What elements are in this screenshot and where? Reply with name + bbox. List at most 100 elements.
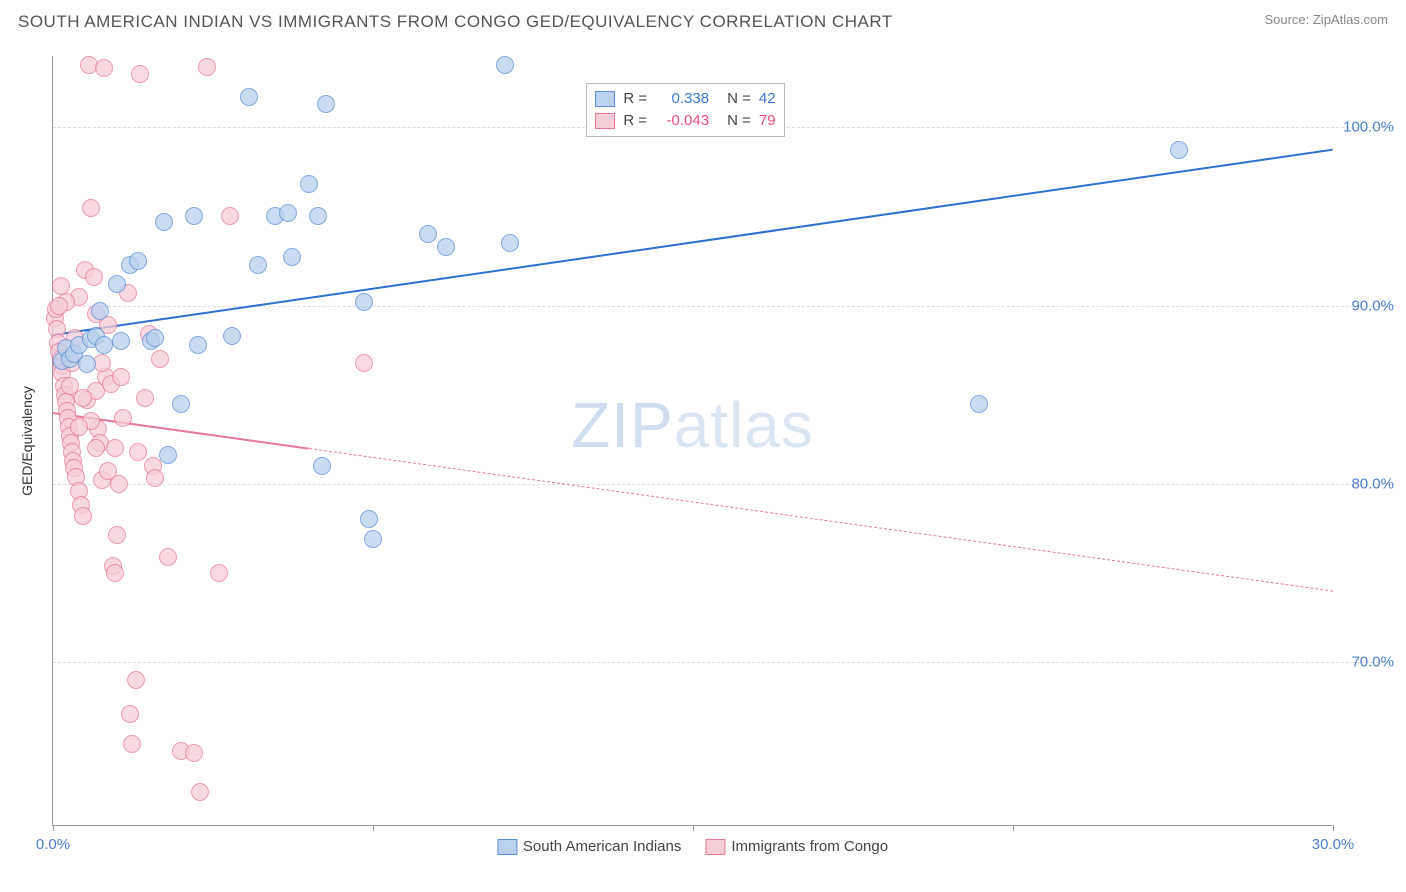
- scatter-point: [355, 293, 373, 311]
- scatter-point: [419, 225, 437, 243]
- scatter-point: [129, 443, 147, 461]
- scatter-point: [70, 418, 88, 436]
- scatter-point: [87, 439, 105, 457]
- scatter-point: [221, 207, 239, 225]
- stats-legend: R = 0.338 N = 42 R = -0.043 N = 79: [586, 83, 784, 137]
- scatter-point: [108, 275, 126, 293]
- scatter-point: [189, 336, 207, 354]
- scatter-point: [129, 252, 147, 270]
- scatter-point: [106, 564, 124, 582]
- legend-label: South American Indians: [523, 838, 681, 855]
- stats-row: R = -0.043 N = 79: [595, 110, 775, 132]
- scatter-point: [300, 175, 318, 193]
- stat-r-value: 0.338: [655, 88, 709, 110]
- gridline: [53, 484, 1394, 485]
- scatter-point: [136, 389, 154, 407]
- scatter-point: [85, 268, 103, 286]
- scatter-point: [185, 744, 203, 762]
- scatter-point: [155, 213, 173, 231]
- x-tick: [1333, 825, 1334, 831]
- gridline: [53, 662, 1394, 663]
- scatter-point: [123, 735, 141, 753]
- scatter-point: [50, 297, 68, 315]
- scatter-point: [159, 548, 177, 566]
- stat-n-label: N =: [727, 88, 751, 110]
- scatter-point: [82, 199, 100, 217]
- scatter-point: [313, 457, 331, 475]
- legend-label: Immigrants from Congo: [731, 838, 888, 855]
- y-tick-label: 70.0%: [1336, 654, 1394, 671]
- header-row: SOUTH AMERICAN INDIAN VS IMMIGRANTS FROM…: [12, 12, 1394, 36]
- scatter-point: [108, 526, 126, 544]
- scatter-point: [437, 238, 455, 256]
- stat-n-value: 42: [759, 88, 776, 110]
- plot-area: GED/Equivalency ZIPatlas 70.0%80.0%90.0%…: [52, 56, 1332, 826]
- scatter-point: [146, 329, 164, 347]
- scatter-point: [146, 469, 164, 487]
- scatter-point: [159, 446, 177, 464]
- scatter-point: [74, 507, 92, 525]
- y-axis-title: GED/Equivalency: [19, 386, 35, 496]
- stat-n-value: 79: [759, 110, 776, 132]
- scatter-point: [106, 439, 124, 457]
- stat-r-label: R =: [623, 88, 647, 110]
- scatter-point: [223, 327, 241, 345]
- legend-item-series-b: Immigrants from Congo: [705, 838, 888, 855]
- stat-r-label: R =: [623, 110, 647, 132]
- watermark: ZIPatlas: [571, 388, 814, 462]
- scatter-point: [127, 671, 145, 689]
- scatter-point: [91, 302, 109, 320]
- chart-title: SOUTH AMERICAN INDIAN VS IMMIGRANTS FROM…: [18, 12, 893, 32]
- scatter-point: [249, 256, 267, 274]
- scatter-point: [191, 783, 209, 801]
- scatter-point: [501, 234, 519, 252]
- scatter-point: [355, 354, 373, 372]
- source-label: Source: ZipAtlas.com: [1264, 12, 1388, 27]
- scatter-point: [95, 336, 113, 354]
- legend-swatch: [595, 113, 615, 129]
- y-tick-label: 90.0%: [1336, 297, 1394, 314]
- scatter-point: [61, 377, 79, 395]
- scatter-point: [210, 564, 228, 582]
- scatter-point: [309, 207, 327, 225]
- x-tick-label: 30.0%: [1312, 836, 1355, 853]
- legend-item-series-a: South American Indians: [497, 838, 681, 855]
- scatter-point: [131, 65, 149, 83]
- x-tick: [53, 825, 54, 831]
- scatter-point: [1170, 141, 1188, 159]
- scatter-point: [496, 56, 514, 74]
- x-tick: [373, 825, 374, 831]
- scatter-point: [112, 332, 130, 350]
- trend-line: [53, 149, 1333, 336]
- chart-container: SOUTH AMERICAN INDIAN VS IMMIGRANTS FROM…: [12, 12, 1394, 880]
- legend-swatch: [595, 91, 615, 107]
- x-tick: [1013, 825, 1014, 831]
- scatter-point: [112, 368, 130, 386]
- x-tick: [693, 825, 694, 831]
- scatter-point: [95, 59, 113, 77]
- scatter-point: [114, 409, 132, 427]
- scatter-point: [364, 530, 382, 548]
- bottom-legend: South American Indians Immigrants from Co…: [497, 838, 888, 855]
- scatter-point: [52, 277, 70, 295]
- stat-n-label: N =: [727, 110, 751, 132]
- trend-line: [309, 448, 1333, 592]
- scatter-point: [185, 207, 203, 225]
- y-tick-label: 100.0%: [1336, 119, 1394, 136]
- stats-row: R = 0.338 N = 42: [595, 88, 775, 110]
- scatter-point: [198, 58, 216, 76]
- scatter-point: [283, 248, 301, 266]
- scatter-point: [151, 350, 169, 368]
- legend-swatch: [705, 839, 725, 855]
- scatter-point: [121, 705, 139, 723]
- scatter-point: [360, 510, 378, 528]
- x-tick-label: 0.0%: [36, 836, 70, 853]
- scatter-point: [970, 395, 988, 413]
- scatter-point: [172, 395, 190, 413]
- stat-r-value: -0.043: [655, 110, 709, 132]
- scatter-point: [279, 204, 297, 222]
- scatter-point: [78, 355, 96, 373]
- scatter-point: [99, 462, 117, 480]
- legend-swatch: [497, 839, 517, 855]
- scatter-point: [317, 95, 335, 113]
